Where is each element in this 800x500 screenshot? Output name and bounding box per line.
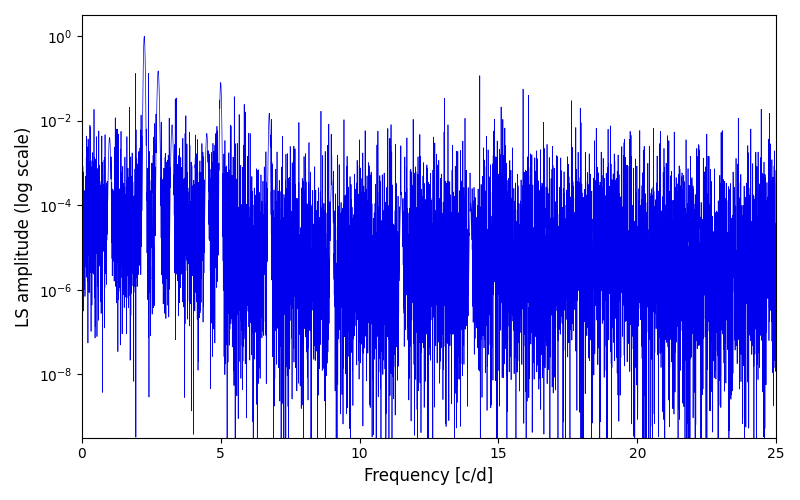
Y-axis label: LS amplitude (log scale): LS amplitude (log scale) [15, 126, 33, 326]
X-axis label: Frequency [c/d]: Frequency [c/d] [364, 467, 494, 485]
